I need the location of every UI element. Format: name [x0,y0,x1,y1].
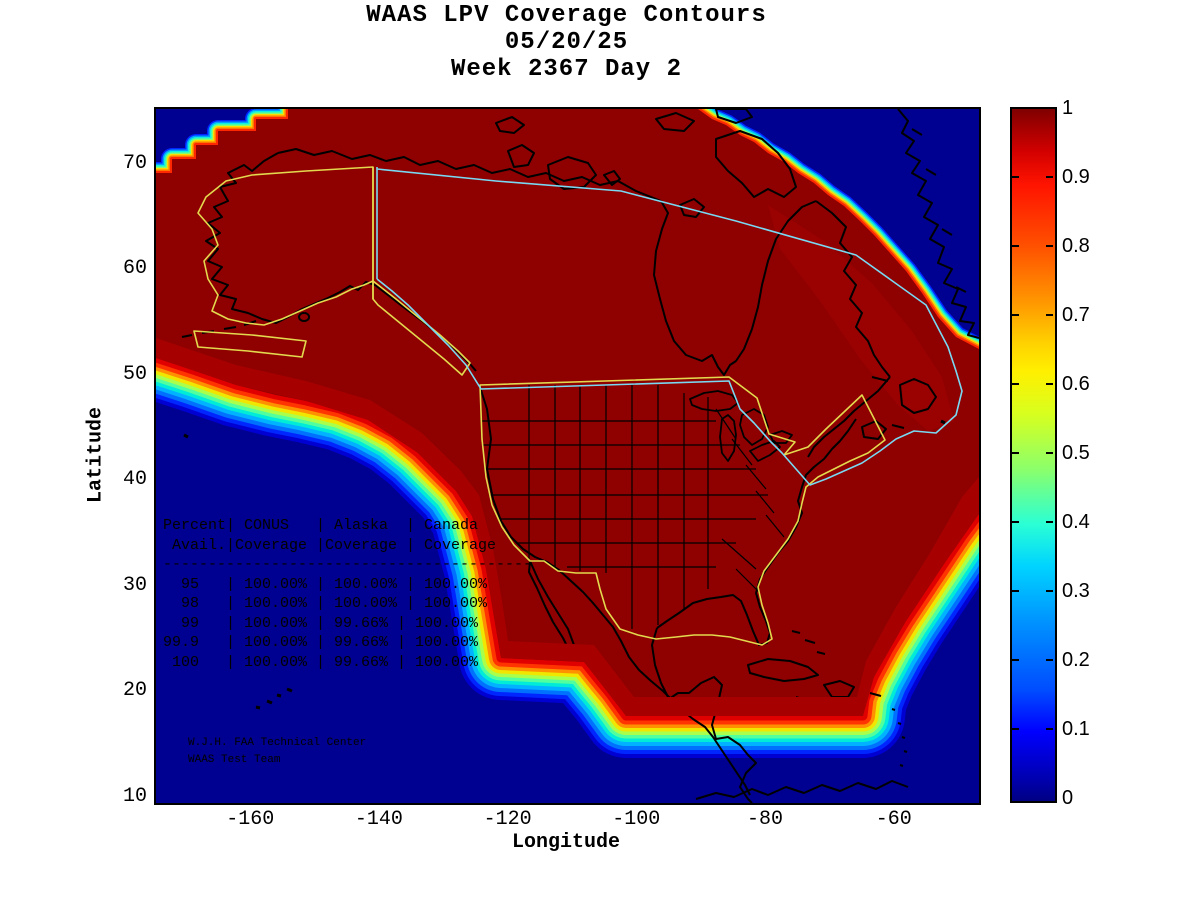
coverage-statistics-table: Percent| CONUS | Alaska | Canada Avail.|… [163,516,532,672]
colorbar-tick-mark [1012,728,1019,730]
x-axis-label: Longitude [511,831,621,854]
x-tick-label: -80 [746,808,783,831]
coastline-north-america [181,148,891,458]
colorbar-tick-mark [1046,590,1053,592]
map-plot-area [154,107,981,805]
title-line-1: WAAS LPV Coverage Contours [366,2,767,29]
y-tick-label: 50 [122,362,147,386]
coverage-level-band-095 [156,338,979,716]
colorbar-tick-label: 0.4 [1062,511,1090,533]
colorbar-tick-label: 0.1 [1062,718,1090,740]
credit-line-1: W.J.H. FAA Technical Center [188,737,367,749]
y-tick-label: 10 [122,784,147,808]
colorbar-tick-mark [1012,314,1019,316]
y-tick-label: 40 [122,468,147,492]
x-tick-label: -160 [226,808,275,831]
arctic-islands [495,109,797,218]
colorbar-tick-mark [1012,521,1019,523]
plot-title: WAAS LPV Coverage Contours 05/20/25 Week… [155,2,978,83]
colorbar-tick-mark [1012,659,1019,661]
y-tick-label: 60 [122,257,147,281]
colorbar-tick-mark [1046,245,1053,247]
colorbar-tick-mark [1012,245,1019,247]
small-islands-dots [183,419,946,710]
great-lakes [689,390,793,462]
credit-line-2: WAAS Test Team [188,754,281,766]
colorbar-tick-mark [1012,176,1019,178]
y-tick-label: 70 [122,151,147,175]
x-tick-label: -140 [354,808,403,831]
colorbar-tick-label: 0.7 [1062,304,1090,326]
colorbar-tick-mark [1012,383,1019,385]
canada-coverage-boundary [376,167,963,486]
x-tick-label: -100 [612,808,661,831]
coverage-contour-map [156,109,979,803]
colorbar-tick-mark [1046,521,1053,523]
coverage-statistics-text: Percent| CONUS | Alaska | Canada Avail.|… [163,517,533,671]
colorbar [1010,107,1057,803]
colorbar-tick-mark [1046,176,1053,178]
state-boundaries [480,385,785,629]
atlantic-canada-islands [861,376,937,440]
colorbar-tick-label: 0.5 [1062,442,1090,464]
x-tick-label: -120 [483,808,532,831]
colorbar-tick-label: 0.6 [1062,373,1090,395]
greenland-coastline [897,109,979,339]
colorbar-tick-mark [1012,590,1019,592]
alaska-coverage-boundary [193,166,471,376]
colorbar-tick-mark [1046,659,1053,661]
y-tick-label: 30 [122,573,147,597]
coverage-level-patch-northeast [768,205,954,431]
colorbar-tick-mark [1046,452,1053,454]
colorbar-tick-label: 0.3 [1062,580,1090,602]
coverage-region-fill [156,109,979,716]
colorbar-tick-label: 0 [1062,787,1074,809]
conus-coverage-boundary [479,376,886,646]
y-tick-label: 20 [122,679,147,703]
colorbar-tick-label: 1 [1062,97,1074,119]
colorbar-tick-label: 0.8 [1062,235,1090,257]
title-line-2: 05/20/25 [504,29,629,56]
x-tick-label: -60 [875,808,912,831]
colorbar-tick-label: 0.2 [1062,649,1090,671]
colorbar-tick-label: 0.9 [1062,166,1090,188]
colorbar-tick-mark [1046,728,1053,730]
colorbar-tick-mark [1046,314,1053,316]
colorbar-tick-mark [1012,452,1019,454]
colorbar-tick-mark [1046,383,1053,385]
title-line-3: Week 2367 Day 2 [450,56,683,83]
